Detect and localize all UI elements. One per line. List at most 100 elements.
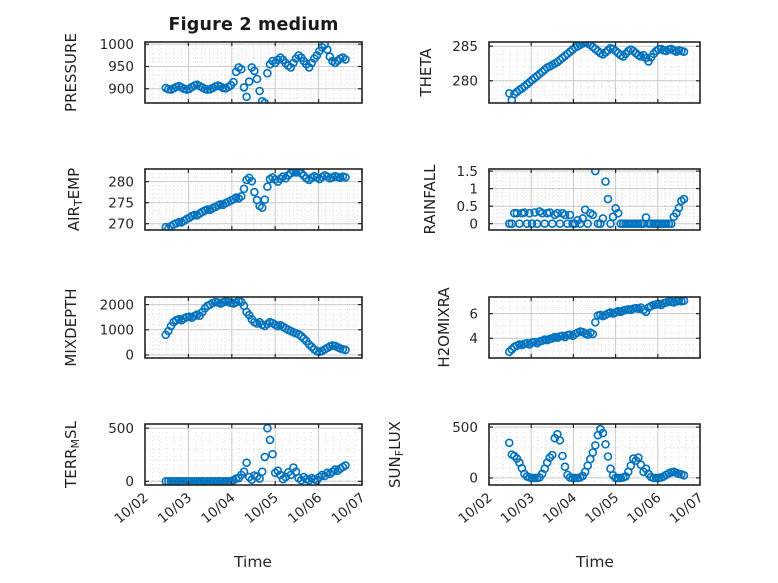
marker [590, 441, 600, 450]
marker [598, 214, 608, 223]
marker [664, 219, 674, 228]
marker [674, 203, 684, 213]
data-points [504, 169, 689, 228]
y-tick-label: 275 [108, 195, 134, 211]
marker [626, 461, 636, 471]
data-points [161, 42, 350, 103]
y-tick-label: 0 [125, 474, 134, 490]
data-points [161, 297, 350, 357]
x-tick-label: 10/05 [242, 490, 282, 527]
y-tick-label: 2000 [100, 297, 134, 313]
marker [504, 438, 514, 448]
marker [565, 210, 575, 220]
y-tick-label: 1.5 [457, 164, 478, 180]
tick-marks [488, 169, 701, 230]
marker [509, 451, 519, 461]
x-tick-label: 10/03 [498, 490, 538, 527]
x-tick-label: 10/07 [666, 490, 706, 527]
major-grid [145, 297, 362, 358]
marker [325, 52, 335, 62]
x-axis-label-left: Time [234, 553, 272, 571]
marker [307, 58, 317, 68]
y-tick-label: 900 [108, 82, 134, 98]
marker [613, 473, 623, 483]
marker [276, 470, 285, 480]
subplot-terr_msl: 0 500 10/02 10/03 10/04 10/05 10/06 10/07 TERRMS… [62, 420, 369, 527]
marker [341, 461, 350, 470]
marker [661, 219, 671, 228]
y-axis-label: TERRMSL [62, 420, 82, 489]
axes-box [488, 423, 701, 486]
marker [558, 451, 567, 461]
marker [522, 219, 532, 228]
marker [283, 467, 293, 477]
marker [239, 184, 249, 194]
marker [260, 195, 270, 204]
y-axis-label: RAINFALL [421, 164, 439, 235]
marker [530, 473, 539, 483]
marker [291, 169, 301, 177]
y-tick-label: 0.5 [457, 199, 478, 215]
marker [229, 77, 238, 87]
subplot-sun_flux: 0 500 10/02 10/03 10/04 10/05 10/06 10/07 SUNFLU… [386, 420, 707, 527]
subplot-h2omixra: 4 6 H2OMIXRA [435, 287, 701, 368]
marker [588, 329, 598, 339]
y-tick-label: 0 [469, 216, 478, 232]
marker [237, 192, 246, 201]
marker [247, 176, 257, 186]
marker [341, 55, 350, 64]
y-axis-label: H2OMIXRA [435, 287, 453, 368]
data-points [504, 297, 689, 357]
subplot-theta: 280 285 THETA [417, 39, 701, 104]
x-tick-label: 10/02 [111, 490, 151, 527]
y-axis-label: THETA [417, 48, 435, 98]
marker [242, 458, 251, 468]
marker [560, 210, 570, 220]
marker [634, 453, 643, 462]
figure-title: Figure 2 medium [168, 15, 339, 35]
marker [504, 219, 514, 228]
marker [265, 435, 275, 445]
y-tick-label: 500 [108, 421, 134, 437]
marker [257, 467, 267, 477]
y-tick-label: 1 [469, 181, 478, 197]
minor-grid [145, 424, 362, 485]
y-tick-label: 280 [108, 174, 134, 190]
marker [527, 219, 537, 228]
marker [598, 428, 608, 438]
marker [263, 182, 272, 191]
x-tick-label: 10/04 [198, 490, 238, 527]
y-tick-label: 6 [469, 306, 478, 322]
marker [250, 66, 259, 76]
y-tick-label: 950 [108, 59, 134, 75]
marker [268, 449, 277, 459]
y-tick-label: 0 [125, 348, 134, 364]
y-tick-label: 1000 [100, 37, 134, 53]
axes-box [144, 296, 363, 359]
x-tick-label: 10/04 [540, 490, 580, 527]
marker [504, 347, 514, 357]
marker [255, 86, 264, 96]
marker [239, 83, 249, 92]
marker [289, 58, 298, 68]
axes-box [144, 423, 363, 486]
marker [560, 462, 570, 472]
data-points [504, 424, 689, 483]
marker [666, 219, 676, 228]
marker [651, 473, 661, 483]
marker [591, 169, 600, 176]
marker [553, 208, 562, 218]
y-tick-label: 285 [452, 39, 478, 55]
marker [578, 42, 587, 48]
tick-marks [488, 42, 701, 103]
marker [252, 74, 262, 84]
y-axis-label: MIXDEPTH [62, 288, 80, 366]
marker [634, 219, 643, 228]
marker [239, 467, 249, 477]
x-tick-label: 10/07 [328, 490, 368, 527]
marker [636, 460, 646, 470]
plot-background [145, 42, 362, 103]
marker [260, 452, 270, 462]
tick-marks [144, 169, 363, 230]
data-points [161, 169, 350, 230]
